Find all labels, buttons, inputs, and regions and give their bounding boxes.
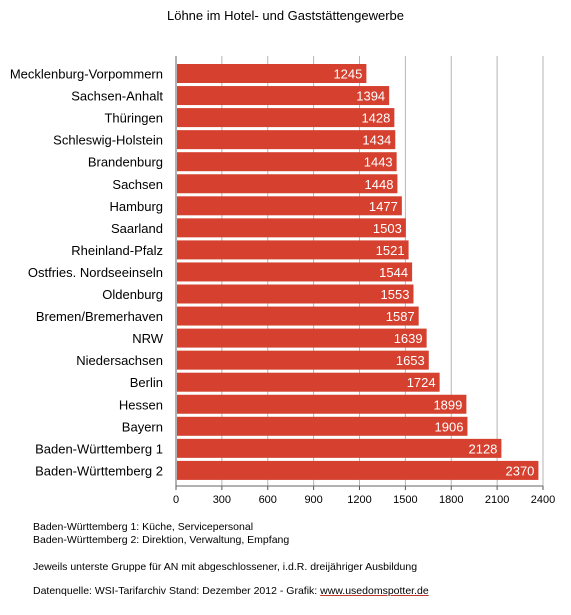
category-label: Brandenburg [88,155,163,170]
bar [177,108,395,128]
x-tick-label: 1200 [347,494,371,506]
x-tick-label: 1800 [439,494,463,506]
category-label: Thüringen [104,111,163,126]
bar [177,394,467,414]
x-tick-label: 2400 [531,494,555,506]
data-label: 1587 [386,309,415,324]
source-line: Datenquelle: WSI-Tarifarchiv Stand: Deze… [33,585,429,598]
bar [177,350,429,370]
source-link[interactable]: www.usedomspotter.de [320,585,429,597]
footnote-bw2: Baden-Württemberg 2: Direktion, Verwaltu… [33,534,290,546]
category-label: Bremen/Bremerhaven [36,309,163,324]
data-label: 1639 [394,331,423,346]
category-label: Ostfries. Nordseeinseln [28,265,163,280]
data-label: 1245 [333,67,362,82]
data-label: 1394 [356,89,385,104]
data-label: 1448 [365,177,394,192]
bar [177,460,539,480]
category-label: Oldenburg [102,287,163,302]
bar [177,416,468,436]
bar [177,438,502,458]
footnote-group: Jeweils unterste Gruppe für AN mit abges… [33,561,418,573]
bar [177,218,406,238]
bar [177,130,396,150]
data-label: 1544 [379,265,408,280]
category-label: Niedersachsen [76,353,163,368]
x-tick-label: 900 [304,494,322,506]
x-tick-label: 600 [259,494,277,506]
bar [177,240,409,260]
category-label: Berlin [130,375,163,390]
data-label: 1428 [361,111,390,126]
x-tick-label: 300 [213,494,231,506]
category-label: Rheinland-Pfalz [71,243,163,258]
data-label: 1899 [433,397,462,412]
x-tick-label: 0 [173,494,179,506]
category-label: Saarland [111,221,163,236]
category-label: Sachsen [112,177,163,192]
bar [177,174,398,194]
bar [177,328,427,348]
category-label: Hamburg [110,199,163,214]
category-label: Schleswig-Holstein [53,133,163,148]
category-label: Bayern [122,419,163,434]
bar [177,306,419,326]
data-label: 1724 [407,375,436,390]
data-label: 1553 [381,287,410,302]
data-label: 2370 [505,463,534,478]
x-tick-label: 1500 [393,494,417,506]
data-label: 1521 [376,243,405,258]
source-text: Datenquelle: WSI-Tarifarchiv Stand: Deze… [33,585,321,597]
bar [177,152,397,172]
bar [177,196,402,216]
category-label: Baden-Württemberg 2 [35,463,163,478]
bar [177,372,440,392]
x-tick-label: 2100 [485,494,509,506]
footnote-bw1: Baden-Württemberg 1: Küche, Serviceperso… [33,521,254,533]
data-label: 1443 [364,155,393,170]
bar [177,284,414,304]
category-label: Mecklenburg-Vorpommern [10,67,163,82]
category-label: NRW [132,331,164,346]
chart-title: Löhne im Hotel- und Gaststättengewerbe [166,8,405,23]
bar [177,86,390,106]
bar [177,64,367,83]
category-label: Baden-Württemberg 1 [35,441,163,456]
data-label: 1434 [362,133,391,148]
data-label: 1503 [373,221,402,236]
data-label: 1477 [369,199,398,214]
data-label: 1653 [396,353,425,368]
bar [177,262,413,282]
category-label: Hessen [119,397,163,412]
category-label: Sachsen-Anhalt [71,89,163,104]
data-label: 1906 [435,419,464,434]
data-label: 2128 [468,441,497,456]
